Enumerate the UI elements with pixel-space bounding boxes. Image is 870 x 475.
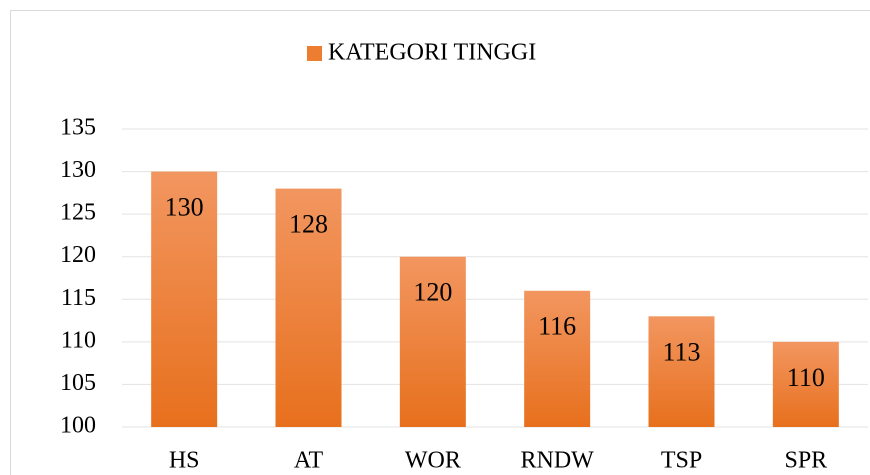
value-label: 110 bbox=[787, 363, 825, 392]
y-tick-label: 135 bbox=[60, 115, 96, 141]
y-tick-label: 115 bbox=[61, 285, 96, 311]
value-label: 128 bbox=[289, 210, 328, 239]
legend-swatch bbox=[307, 46, 322, 61]
y-tick-label: 125 bbox=[60, 200, 96, 226]
bar bbox=[275, 188, 342, 427]
value-label: 120 bbox=[413, 278, 452, 307]
y-tick-label: 100 bbox=[60, 413, 96, 439]
bar bbox=[524, 290, 591, 427]
value-label: 113 bbox=[662, 337, 700, 366]
x-tick-label: TSP bbox=[661, 448, 702, 474]
bar bbox=[648, 316, 715, 427]
value-label: 116 bbox=[538, 312, 576, 341]
bar bbox=[151, 171, 218, 427]
y-tick-label: 130 bbox=[60, 157, 96, 183]
x-tick-label: WOR bbox=[405, 448, 461, 474]
bar bbox=[399, 256, 466, 427]
legend-label: KATEGORI TINGGI bbox=[328, 40, 536, 66]
y-tick-label: 110 bbox=[61, 327, 96, 353]
x-tick-label: RNDW bbox=[521, 448, 595, 474]
x-tick-label: HS bbox=[169, 448, 200, 474]
x-tick-label: AT bbox=[294, 448, 324, 474]
x-tick-label: SPR bbox=[784, 448, 827, 474]
value-label: 130 bbox=[165, 193, 204, 222]
y-tick-label: 120 bbox=[60, 242, 96, 268]
y-tick-label: 105 bbox=[60, 370, 96, 396]
bar bbox=[772, 341, 839, 427]
